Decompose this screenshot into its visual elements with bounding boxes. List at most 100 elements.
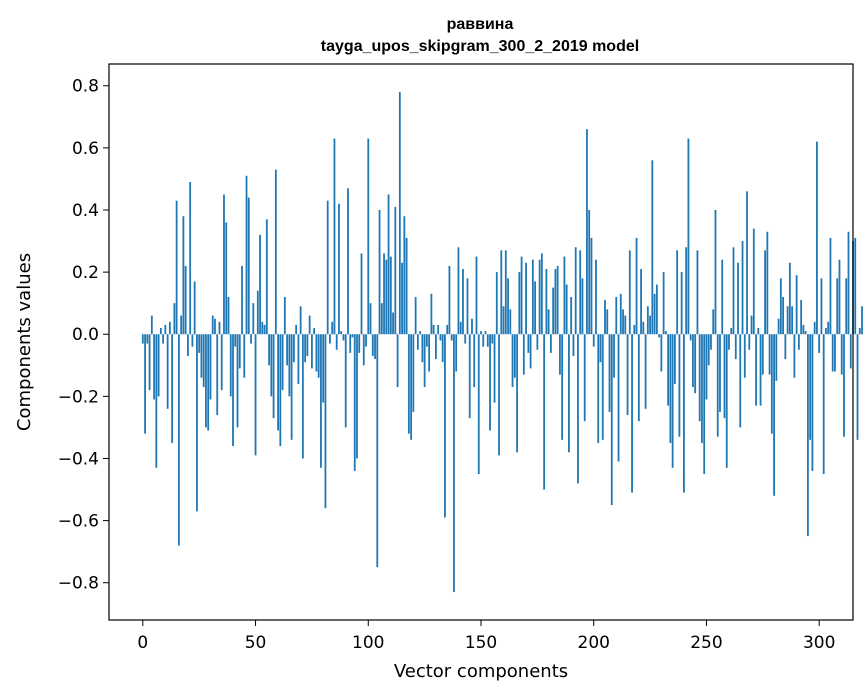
bar (834, 334, 836, 372)
bar (261, 321, 264, 335)
bar (365, 334, 367, 347)
bar (721, 259, 724, 335)
bar (737, 262, 739, 335)
bar (739, 334, 742, 428)
bar (590, 237, 593, 335)
bar (277, 334, 279, 431)
bar (583, 334, 586, 422)
bar (484, 331, 487, 335)
bar (491, 334, 494, 344)
bar (604, 300, 606, 335)
bar (254, 334, 257, 456)
bar (574, 247, 577, 335)
bar (626, 334, 629, 415)
bar (394, 206, 397, 335)
bar (572, 334, 575, 356)
bar (250, 334, 252, 344)
bar (477, 334, 480, 475)
y-tick-label: 0.4 (72, 201, 99, 221)
bar (543, 334, 546, 490)
bar (371, 334, 374, 356)
bar (761, 334, 764, 375)
bar (777, 318, 780, 335)
bar (435, 334, 437, 360)
bar (162, 334, 165, 344)
bar (822, 334, 825, 475)
plot-frame (108, 63, 854, 621)
bar (462, 269, 464, 335)
bar (308, 315, 311, 335)
bar (750, 315, 753, 335)
bar (295, 324, 298, 335)
bar (773, 334, 775, 496)
bar (820, 278, 823, 335)
bar (331, 321, 334, 335)
bar (511, 334, 514, 388)
bar (811, 334, 814, 471)
bar (565, 284, 568, 335)
bar (671, 334, 674, 468)
bar (338, 203, 340, 335)
bar (475, 256, 478, 335)
bar (175, 200, 178, 335)
bar (407, 334, 410, 434)
bar (746, 191, 748, 335)
bar (635, 237, 638, 335)
bar (234, 334, 237, 347)
bar (349, 334, 352, 353)
bar (335, 334, 338, 350)
bar (229, 334, 232, 397)
bar (705, 334, 708, 400)
bar (527, 334, 530, 353)
bar (344, 334, 347, 428)
bar (680, 272, 683, 335)
bar (556, 265, 559, 335)
bar (651, 160, 654, 335)
bar (432, 324, 435, 335)
bar (369, 303, 372, 335)
bar (849, 334, 852, 369)
bar (220, 334, 223, 391)
bar (389, 256, 392, 335)
x-tick-label: 250 (690, 633, 722, 653)
bar (202, 334, 205, 388)
bar (788, 262, 791, 335)
bar (554, 269, 557, 335)
bar (392, 312, 394, 335)
y-tick-label: −0.2 (58, 387, 99, 407)
bar (155, 334, 158, 468)
bar (144, 334, 146, 434)
bar (683, 334, 685, 493)
bar (374, 334, 376, 360)
bar (425, 334, 428, 347)
bar (513, 334, 516, 378)
bar (520, 256, 523, 335)
bar (687, 138, 690, 335)
bar (153, 334, 155, 400)
bar (288, 334, 291, 397)
bar (191, 334, 194, 347)
bar (333, 138, 336, 335)
bar (534, 281, 537, 335)
bar (168, 321, 171, 335)
bar (360, 253, 363, 335)
bar (664, 331, 667, 335)
y-tick-label: −0.6 (58, 512, 99, 532)
bar (376, 334, 379, 568)
bar (281, 334, 284, 391)
bar (698, 334, 701, 422)
bar (297, 334, 300, 384)
bar (412, 334, 415, 412)
bar (489, 334, 491, 431)
bar (827, 321, 830, 335)
bar (358, 334, 361, 353)
bar (800, 300, 803, 335)
bar (403, 216, 406, 335)
bar (525, 262, 527, 335)
bar (831, 334, 834, 372)
bar (631, 334, 633, 493)
bar (423, 334, 426, 388)
bar (804, 331, 807, 335)
bar (444, 334, 446, 518)
bar (581, 278, 584, 335)
